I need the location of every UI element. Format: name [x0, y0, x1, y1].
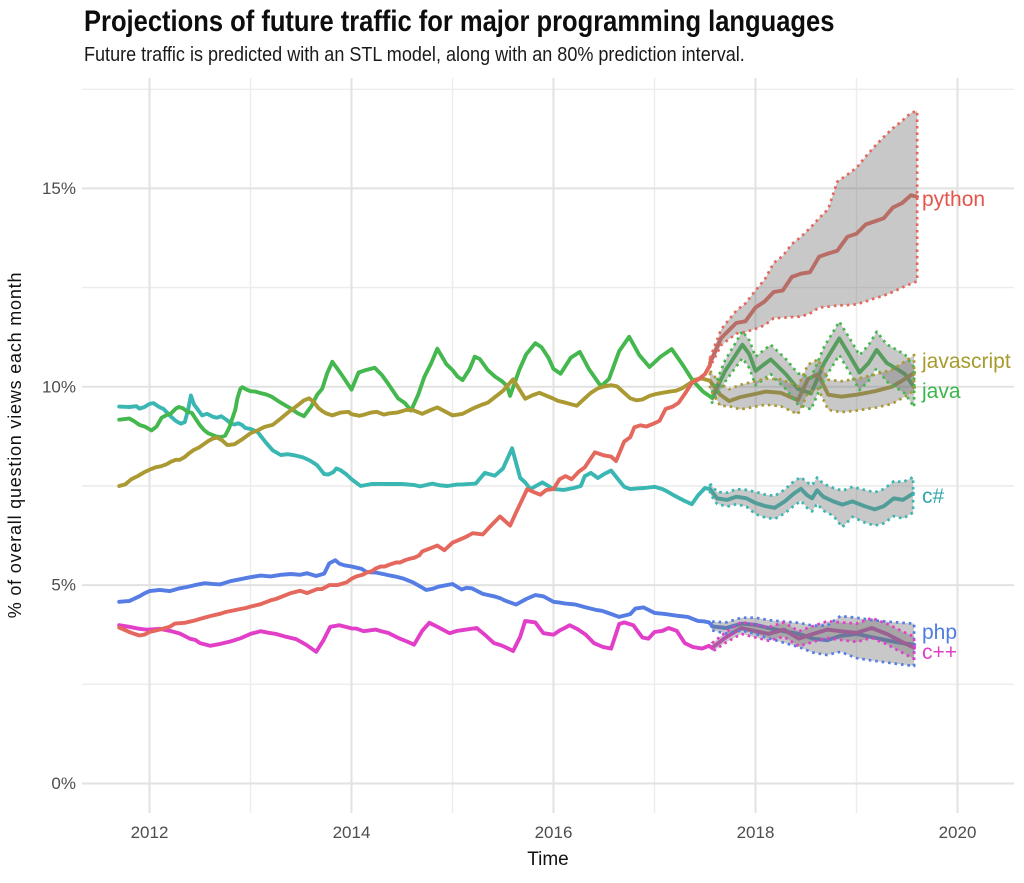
svg-text:15%: 15%: [42, 179, 76, 198]
svg-text:10%: 10%: [42, 377, 76, 396]
svg-text:2018: 2018: [737, 823, 775, 842]
svg-text:python: python: [922, 188, 985, 211]
svg-text:% of overall question views ea: % of overall question views each month: [5, 272, 25, 619]
svg-text:javascript: javascript: [921, 350, 1011, 373]
svg-text:5%: 5%: [51, 576, 76, 595]
svg-text:0%: 0%: [51, 774, 76, 793]
svg-text:2012: 2012: [131, 823, 169, 842]
svg-text:php: php: [922, 621, 957, 644]
svg-text:java: java: [921, 380, 961, 403]
svg-text:2014: 2014: [333, 823, 371, 842]
svg-text:c++: c++: [922, 641, 957, 664]
svg-text:Time: Time: [527, 849, 569, 870]
svg-text:c#: c#: [922, 485, 945, 508]
svg-text:2020: 2020: [939, 823, 977, 842]
svg-text:2016: 2016: [535, 823, 573, 842]
